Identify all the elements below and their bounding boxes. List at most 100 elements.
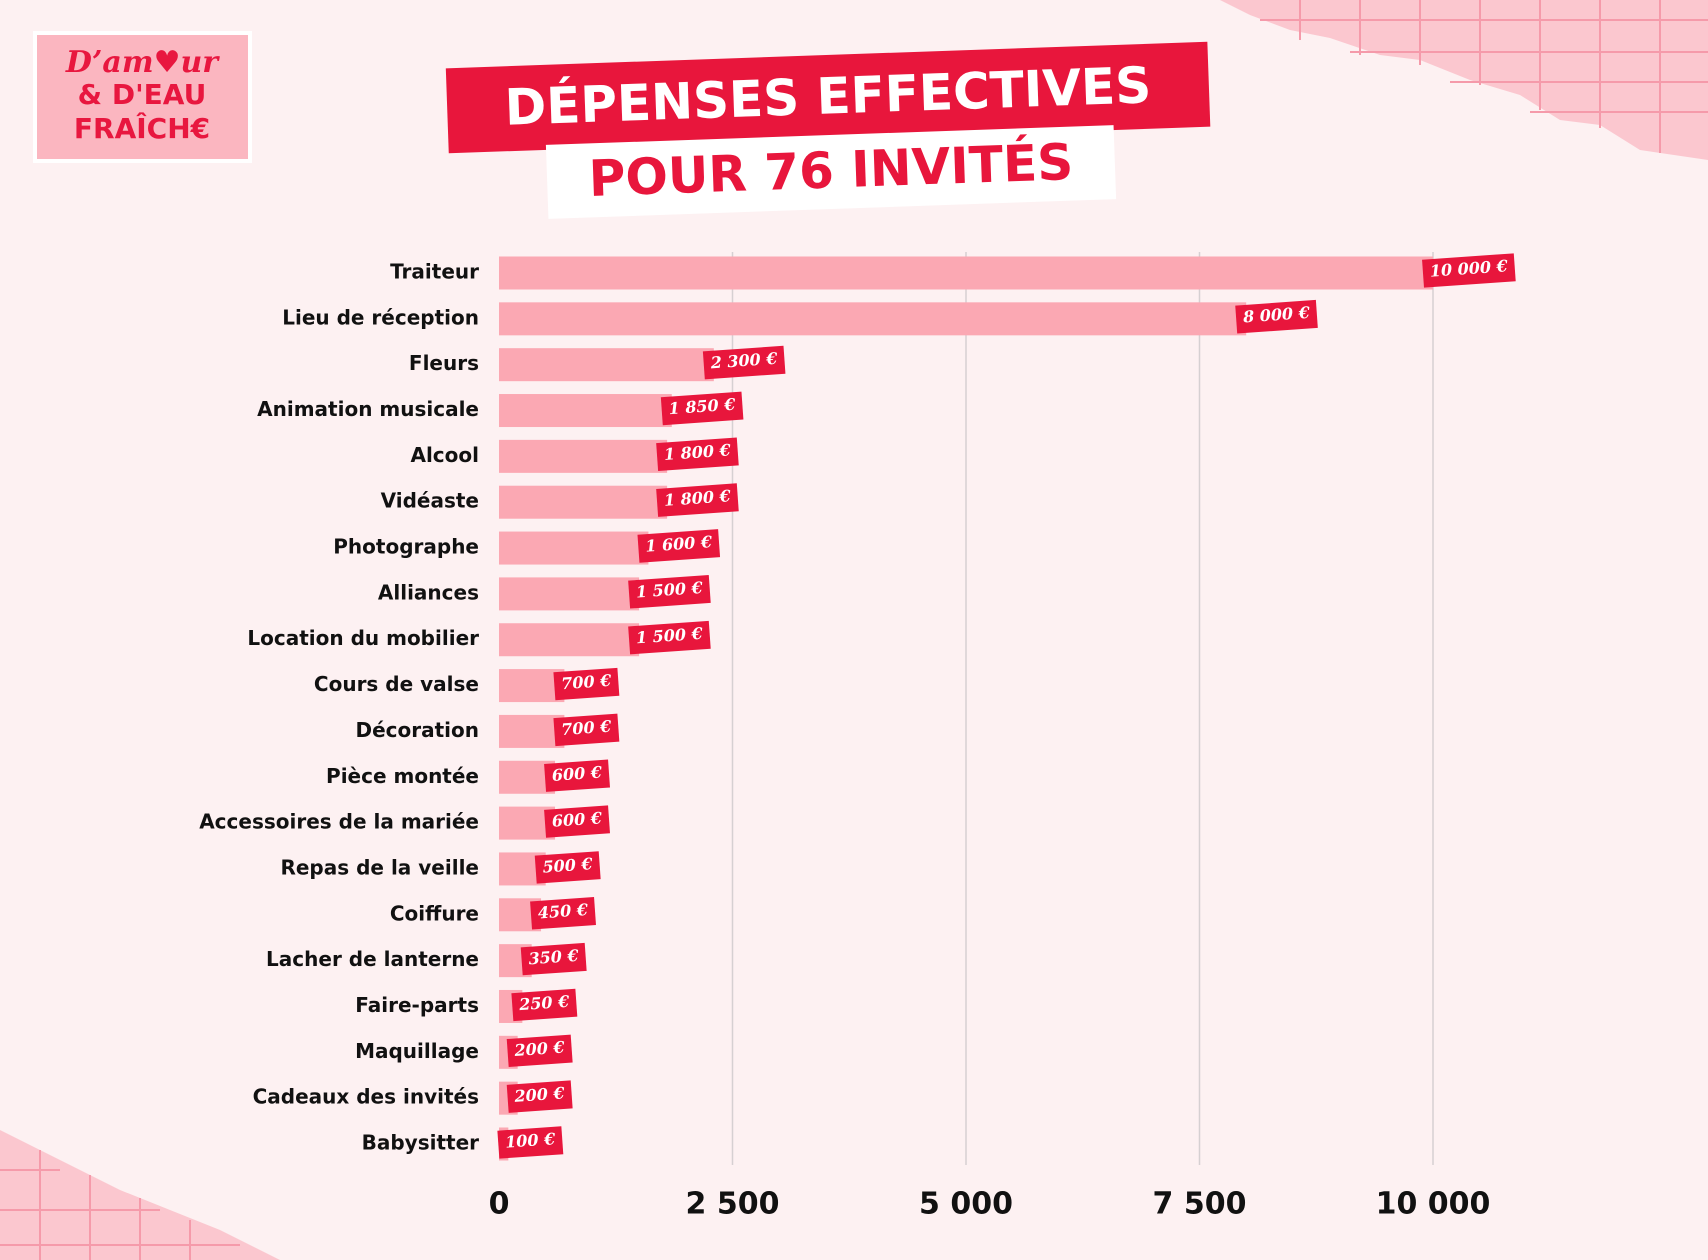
- value-badge-box: [637, 529, 721, 563]
- value-badge: 350 €: [520, 942, 587, 976]
- value-badge: 700 €: [553, 713, 620, 747]
- value-label: 700 €: [561, 671, 613, 694]
- bar: [499, 714, 565, 748]
- title-group: DÉPENSES EFFECTIVES: [445, 41, 1211, 154]
- value-label: 700 €: [561, 717, 613, 740]
- value-badge-box: [656, 483, 739, 517]
- value-label: 8 000 €: [1241, 303, 1311, 327]
- value-badge-box: [520, 942, 587, 976]
- value-label: 100 €: [505, 1129, 557, 1152]
- value-label: 600 €: [551, 808, 603, 831]
- value-badge-box: [702, 345, 786, 380]
- y-tick-label: Coiffure: [390, 901, 479, 925]
- x-tick-label: 10 000: [1376, 1187, 1491, 1222]
- value-badge-box: [506, 1034, 573, 1067]
- value-label: 200 €: [513, 1037, 566, 1060]
- value-badge: 1 850 €: [660, 391, 744, 426]
- bar: [499, 623, 640, 657]
- value-badge: 600 €: [544, 805, 610, 838]
- y-tick-label: Décoration: [355, 718, 479, 742]
- bar: [499, 348, 714, 382]
- bar: [499, 531, 649, 565]
- value-label: 250 €: [518, 992, 571, 1015]
- title-box: [445, 41, 1211, 154]
- logo-line: & D'EAU: [78, 78, 207, 111]
- value-badge: 1 800 €: [656, 483, 739, 517]
- value-badge: 10 000 €: [1422, 253, 1516, 288]
- y-tick-label: Photographe: [333, 535, 479, 559]
- x-tick-label: 5 000: [919, 1187, 1013, 1222]
- logo-line: FRAÎCH€: [74, 111, 210, 145]
- y-tick-label: Faire-parts: [355, 993, 479, 1017]
- value-badge-box: [628, 620, 711, 655]
- value-label: 500 €: [542, 854, 594, 877]
- subtitle-box: [545, 125, 1117, 219]
- value-badge: 1 500 €: [628, 620, 711, 655]
- value-badge: 1 800 €: [656, 437, 739, 472]
- y-tick-label: Accessoires de la mariée: [199, 810, 479, 834]
- value-badge-box: [530, 897, 596, 930]
- value-badge: 1 500 €: [628, 574, 711, 609]
- value-badge: 200 €: [506, 1034, 573, 1067]
- value-badge-box: [534, 851, 601, 884]
- y-tick-label: Pièce montée: [326, 764, 479, 788]
- bar: [499, 256, 1433, 290]
- y-tick-label: Maquillage: [355, 1039, 479, 1063]
- value-badge-box: [1235, 299, 1318, 334]
- value-badge: 200 €: [506, 1080, 573, 1113]
- y-tick-label: Fleurs: [409, 351, 479, 375]
- x-tick-label: 2 500: [686, 1187, 780, 1222]
- subtitle-group: POUR 76 INVITÉS: [545, 125, 1117, 219]
- value-label: 600 €: [551, 762, 603, 785]
- value-badge-box: [497, 1126, 564, 1159]
- bar: [499, 577, 640, 611]
- value-badge: 700 €: [553, 667, 620, 701]
- y-tick-label: Cadeaux des invités: [253, 1085, 479, 1109]
- value-label: 1 850 €: [668, 395, 737, 419]
- value-label: 1 800 €: [663, 440, 732, 464]
- y-tick-label: Cours de valse: [314, 672, 479, 696]
- value-label: 1 500 €: [635, 624, 704, 648]
- value-badge-box: [553, 667, 620, 701]
- y-tick-label: Animation musicale: [257, 397, 479, 421]
- value-badge-box: [506, 1080, 573, 1113]
- x-tick-label: 7 500: [1153, 1187, 1247, 1222]
- y-tick-label: Alcool: [410, 443, 479, 467]
- value-label: 450 €: [537, 900, 589, 923]
- value-badge: 2 300 €: [702, 345, 786, 380]
- logo-line: D’am♥ur: [65, 45, 220, 80]
- value-label: 1 500 €: [635, 578, 704, 602]
- x-tick-label: 0: [489, 1187, 510, 1222]
- value-badge: 500 €: [534, 851, 601, 884]
- y-tick-label: Lacher de lanterne: [266, 947, 479, 971]
- value-label: 1 800 €: [663, 486, 732, 510]
- value-badge-box: [511, 988, 578, 1022]
- value-badge-box: [544, 805, 610, 838]
- y-tick-label: Location du mobilier: [247, 626, 479, 650]
- value-badge: 1 600 €: [637, 529, 721, 563]
- value-label: 350 €: [528, 946, 580, 969]
- value-badge-box: [1422, 253, 1516, 288]
- bar: [499, 394, 672, 428]
- value-badge: 600 €: [544, 759, 610, 792]
- y-tick-label: Vidéaste: [381, 489, 479, 513]
- y-tick-label: Repas de la veille: [280, 855, 479, 879]
- value-badge: 450 €: [530, 897, 596, 930]
- y-tick-label: Lieu de réception: [282, 305, 479, 329]
- value-badge: 8 000 €: [1235, 299, 1318, 334]
- value-badge: 100 €: [497, 1126, 564, 1159]
- bar: [499, 669, 565, 703]
- value-label: 200 €: [513, 1083, 566, 1106]
- y-tick-label: Babysitter: [362, 1131, 480, 1155]
- value-label: 1 600 €: [645, 532, 714, 556]
- value-badge-box: [553, 713, 620, 747]
- value-badge-box: [660, 391, 744, 426]
- value-label: 2 300 €: [709, 349, 779, 373]
- y-tick-label: Traiteur: [390, 260, 479, 284]
- y-tick-label: Alliances: [378, 580, 479, 604]
- bar: [499, 439, 668, 473]
- logo: D’am♥ur & D'EAU FRAÎCH€: [33, 31, 252, 163]
